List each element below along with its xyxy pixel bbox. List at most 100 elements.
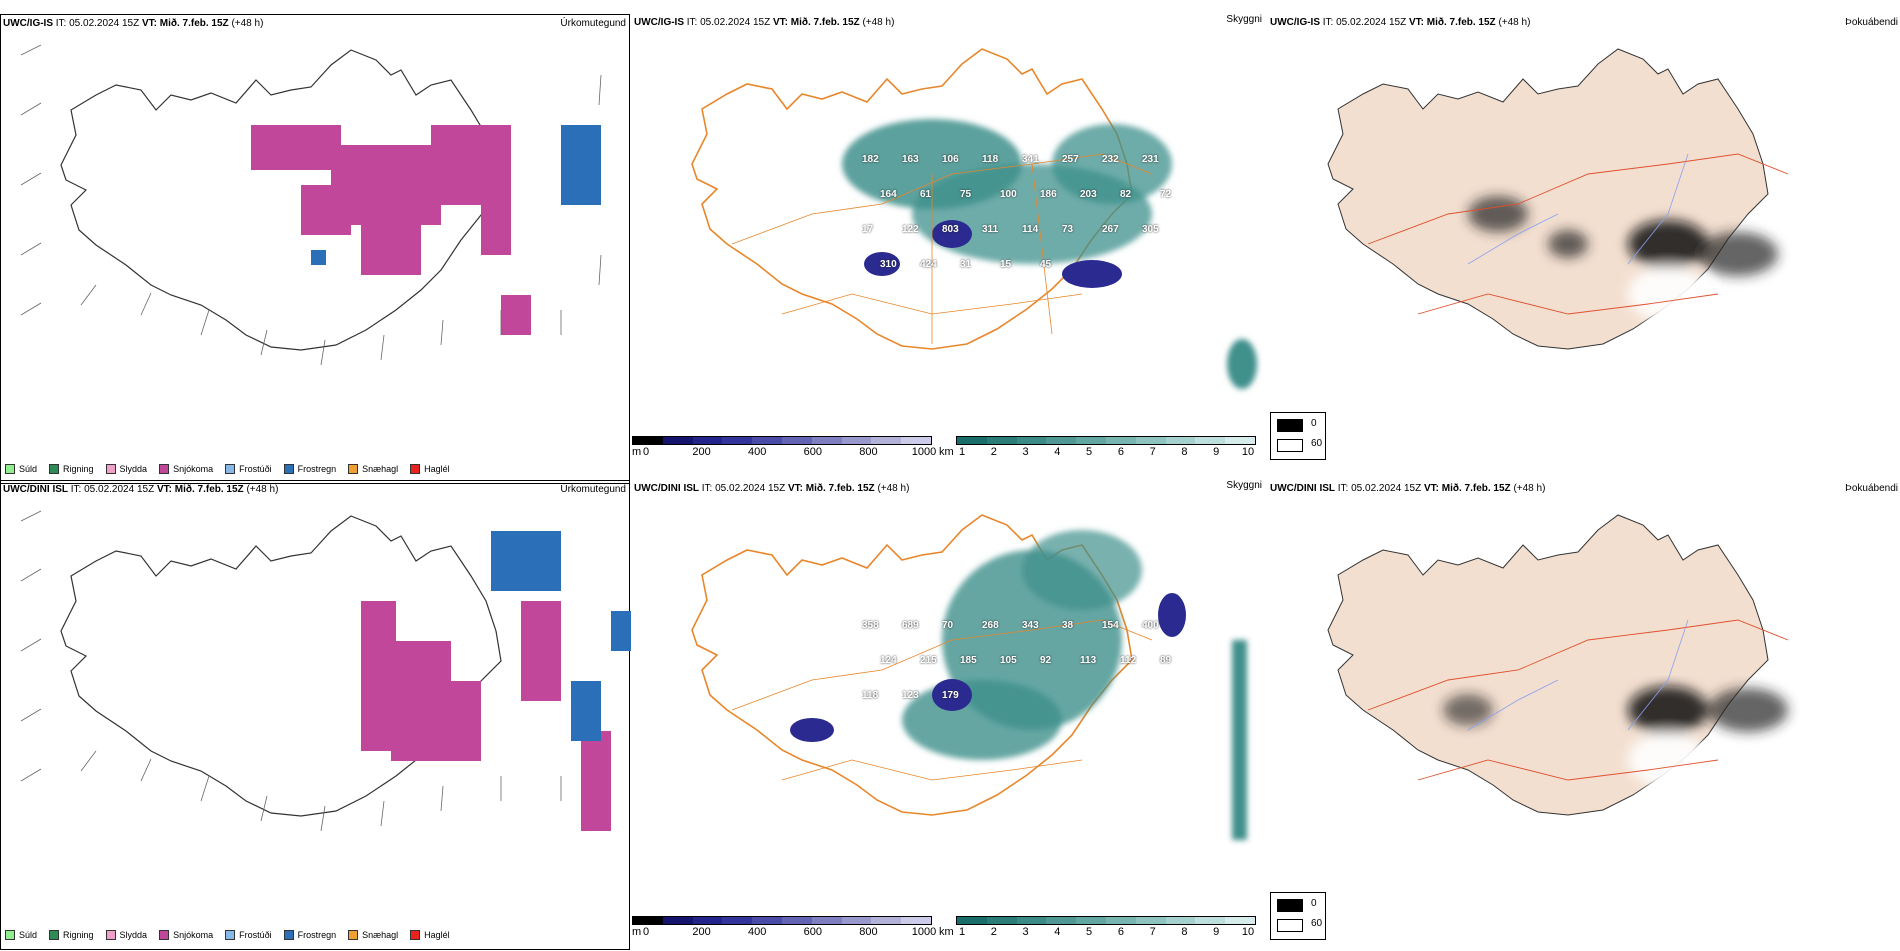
cloud-value-label: 311 bbox=[982, 224, 999, 235]
visibility-ticks: 1 2 3 4 5 6 7 8 9 10 bbox=[956, 926, 1256, 940]
colorbar-segment bbox=[986, 917, 1017, 924]
rivers bbox=[1467, 619, 1689, 731]
tick-label: 600 bbox=[803, 926, 822, 938]
legend-item: Snæhagl bbox=[348, 930, 398, 940]
cloud-value-label: 82 bbox=[1120, 189, 1132, 200]
cloud-value-label: 182 bbox=[862, 154, 879, 165]
cloud-base-ticks: 0 200 400 600 800 1000 bbox=[632, 446, 936, 460]
cloud-base-ticks: 0 200 400 600 800 1000 bbox=[632, 926, 936, 940]
cloud-value-label: 118 bbox=[982, 154, 999, 165]
colorbar-segment bbox=[1076, 917, 1106, 924]
colorbar-segment bbox=[1105, 437, 1136, 444]
fog-header-bottom: UWC/DINI ISL IT: 05.02.2024 15Z VT: Mið.… bbox=[1270, 483, 1546, 494]
tick-label: 3 bbox=[1022, 926, 1029, 938]
cloud-value-label: 100 bbox=[1000, 189, 1017, 200]
snow-areas bbox=[251, 125, 531, 335]
tick-label: 9 bbox=[1213, 446, 1220, 458]
snow-areas bbox=[361, 601, 611, 831]
cloud-value-label: 70 bbox=[942, 620, 954, 631]
colorbar-segment bbox=[957, 437, 987, 444]
visibility-colorbar bbox=[956, 436, 1256, 445]
colorbar-segment bbox=[1225, 437, 1255, 444]
cloud-base-areas bbox=[790, 593, 1186, 742]
cloud-value-label: 341 bbox=[1022, 154, 1039, 165]
wind-barbs bbox=[20, 510, 562, 832]
tick-label: 5 bbox=[1086, 926, 1093, 938]
visibility-areas bbox=[842, 119, 1257, 389]
fog-shading bbox=[1468, 196, 1778, 322]
tick-label: 0 bbox=[642, 926, 650, 938]
tick-label: 2 bbox=[990, 446, 997, 458]
cloud-value-label: 113 bbox=[1080, 655, 1097, 666]
roads bbox=[1367, 619, 1789, 781]
fog-map-top bbox=[1327, 48, 1789, 350]
cloud-base-unit: m bbox=[632, 446, 642, 458]
tick-label: 10 bbox=[1241, 926, 1255, 938]
tick-label: 3 bbox=[1022, 446, 1029, 458]
precip-map-bottom bbox=[20, 510, 631, 832]
roads bbox=[731, 153, 1153, 344]
colorbar-segment bbox=[722, 917, 753, 924]
legend-item: Haglél bbox=[410, 464, 450, 474]
colorbar-segment bbox=[811, 437, 842, 444]
precip-header-top: UWC/IG-IS IT: 05.02.2024 15Z VT: Mið. 7.… bbox=[3, 18, 264, 29]
tick-label: 400 bbox=[748, 446, 767, 458]
colorbar-segment bbox=[781, 917, 812, 924]
tick-label: 5 bbox=[1086, 446, 1093, 458]
colorbar-segment bbox=[1225, 917, 1255, 924]
cloud-value-label: 118 bbox=[862, 690, 879, 701]
fog-panel-bottom: UWC/DINI ISL IT: 05.02.2024 15Z VT: Mið.… bbox=[1268, 480, 1898, 950]
colorbar-segment bbox=[901, 917, 931, 924]
legend-item: Rigning bbox=[49, 930, 94, 940]
fog-header-top: UWC/IG-IS IT: 05.02.2024 15Z VT: Mið. 7.… bbox=[1270, 17, 1531, 28]
cloud-value-label: 61 bbox=[920, 189, 932, 200]
roads bbox=[731, 619, 1153, 781]
legend-item: Súld bbox=[5, 464, 37, 474]
colorbar-segment bbox=[722, 437, 753, 444]
legend-item: Frostregn bbox=[283, 930, 336, 940]
cloud-value-label: 122 bbox=[902, 224, 919, 235]
tick-label: 200 bbox=[692, 926, 711, 938]
cloud-value-label: 31 bbox=[960, 259, 972, 270]
cloud-map-top bbox=[691, 48, 1257, 389]
colorbar-segment bbox=[986, 437, 1017, 444]
roads bbox=[1367, 153, 1789, 315]
cloud-value-label: 72 bbox=[1160, 189, 1172, 200]
fog-map-bottom bbox=[1327, 514, 1789, 816]
visibility-unit: km bbox=[939, 446, 954, 458]
cloud-value-label: 186 bbox=[1040, 189, 1057, 200]
tick-label: 8 bbox=[1181, 926, 1188, 938]
fog-title-top: Þokuábendi bbox=[1845, 17, 1898, 28]
legend-item: Slydda bbox=[105, 464, 147, 474]
legend-item: Frostregn bbox=[283, 464, 336, 474]
colorbar-segment bbox=[1105, 917, 1136, 924]
cloud-value-label: 89 bbox=[1160, 655, 1172, 666]
colorbar-segment bbox=[752, 437, 782, 444]
cloud-value-label: 232 bbox=[1102, 154, 1119, 165]
cloud-value-label: 257 bbox=[1062, 154, 1079, 165]
cloud-value-label: 689 bbox=[902, 620, 919, 631]
visibility-unit: km bbox=[939, 926, 954, 938]
fog-legend-bottom: 0 60 bbox=[1270, 892, 1326, 940]
colorbar-segment bbox=[1076, 437, 1106, 444]
cloud-value-label: 305 bbox=[1142, 224, 1159, 235]
tick-label: 2 bbox=[990, 926, 997, 938]
legend-item: Snjókoma bbox=[159, 930, 213, 940]
precip-title-bottom: Úrkomutegund bbox=[560, 484, 626, 495]
tick-label: 4 bbox=[1054, 926, 1061, 938]
colorbar-segment bbox=[1046, 917, 1077, 924]
precip-title-top: Úrkomutegund bbox=[560, 18, 626, 29]
cloud-header-top: UWC/IG-IS IT: 05.02.2024 15Z VT: Mið. 7.… bbox=[634, 17, 895, 28]
tick-label: 0 bbox=[642, 446, 650, 458]
colorbar-segment bbox=[1165, 917, 1196, 924]
legend-item: Slydda bbox=[105, 930, 147, 940]
frost-rain-areas bbox=[311, 125, 601, 265]
tick-label: 9 bbox=[1213, 926, 1220, 938]
tick-label: 400 bbox=[748, 926, 767, 938]
colorbar-segment bbox=[1165, 437, 1196, 444]
colorbar-segment bbox=[901, 437, 931, 444]
cloud-value-label: 45 bbox=[1040, 259, 1052, 270]
precip-legend-top: Súld Rigning Slydda Snjókoma Frostúði Fr… bbox=[5, 461, 450, 477]
colorbar-segment bbox=[841, 437, 872, 444]
colorbar-segment bbox=[1016, 917, 1047, 924]
